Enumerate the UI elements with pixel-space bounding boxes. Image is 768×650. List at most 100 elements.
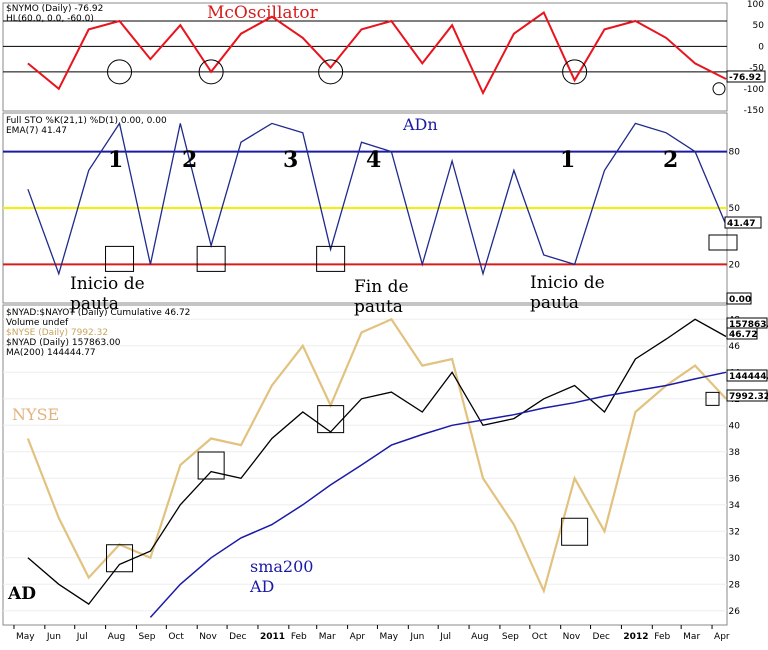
x-tick-label-10: Mar bbox=[319, 632, 336, 642]
x-tick-label-19: Dec bbox=[593, 632, 610, 642]
annotation-nyse: NYSE bbox=[12, 405, 59, 424]
annotation-sma200-ad: sma200 AD bbox=[249, 557, 313, 596]
oscillator-y-tick-4: -100 bbox=[744, 85, 765, 95]
ad-box-3 bbox=[561, 517, 589, 546]
annotation-number-2a: 2 bbox=[182, 147, 197, 173]
ad-y-tick-10: 28 bbox=[729, 580, 741, 590]
ad-y-tick-7: 34 bbox=[729, 501, 741, 511]
x-tick-label-9: Feb bbox=[291, 632, 307, 642]
x-tick-label-12: May bbox=[379, 632, 398, 642]
stochastic-box-3 bbox=[708, 234, 738, 251]
ad-series-line-1 bbox=[26, 317, 727, 595]
ad-box-4 bbox=[705, 391, 720, 406]
ad-boxed-points bbox=[106, 391, 720, 573]
stochastic-box-2 bbox=[316, 245, 346, 272]
ad-series-line-0 bbox=[27, 318, 727, 605]
x-tick-label-21: Feb bbox=[654, 632, 670, 642]
x-tick-label-0: May bbox=[16, 632, 35, 642]
x-tick-label-8: 2011 bbox=[260, 632, 285, 642]
ad-legend-3: $NYSE (Daily) 7992.32 bbox=[6, 328, 108, 338]
ad-y-tick-5: 38 bbox=[729, 448, 741, 458]
panel-ad-frame bbox=[2, 304, 728, 626]
stochastic-boxed-lows bbox=[105, 234, 738, 272]
svg-text:0.00: 0.00 bbox=[729, 295, 751, 305]
ad-top-badge: 0.00 bbox=[726, 292, 752, 305]
ad-right-label-4: 7992.32 bbox=[726, 389, 768, 402]
oscillator-circle-1 bbox=[198, 59, 224, 85]
svg-text:7992.32: 7992.32 bbox=[729, 392, 768, 402]
ad-box-2 bbox=[317, 405, 345, 434]
ad-y-tick-1: 46 bbox=[729, 342, 741, 352]
oscillator-legend-2: HL(60.0, 0.0, -60.0) bbox=[6, 14, 94, 24]
ad-right-label-3: 144444. bbox=[726, 369, 768, 382]
x-tick-label-23: Apr bbox=[714, 632, 730, 642]
oscillator-circle-2 bbox=[318, 59, 344, 85]
annotation-inicio-de-pauta-1: Inicio de pauta bbox=[70, 274, 145, 314]
panel-oscillator-frame bbox=[2, 2, 728, 112]
x-tick-label-18: Nov bbox=[563, 632, 581, 642]
stochastic-legend-1: Full STO %K(21,1) %D(1) 0.00, 0.00 bbox=[6, 116, 167, 126]
oscillator-reference-lines bbox=[3, 20, 727, 73]
ad-legend-5: MA(200) 144444.77 bbox=[6, 348, 96, 358]
annotation-number-3: 3 bbox=[283, 147, 298, 173]
svg-text:144444.: 144444. bbox=[729, 372, 768, 382]
ad-y-tick-9: 30 bbox=[729, 554, 741, 564]
ad-legend-4: $NYAD (Daily) 157863.00 bbox=[6, 338, 121, 348]
ad-y-tick-11: 26 bbox=[729, 607, 741, 617]
ad-legend-1: $NYAD:$NAYOT (Daily) Cumulative 46.72 bbox=[6, 308, 190, 318]
x-tick-label-4: Sep bbox=[138, 632, 155, 642]
oscillator-circled-lows bbox=[107, 59, 726, 96]
stochastic-series-line-0 bbox=[27, 121, 727, 277]
ad-box-0 bbox=[106, 544, 134, 573]
oscillator-y-tick-2: 0 bbox=[758, 42, 764, 52]
oscillator-circle-3 bbox=[562, 59, 588, 85]
annotation-number-1b: 1 bbox=[560, 147, 575, 173]
annotation-ad: AD bbox=[7, 584, 36, 604]
x-tick-label-16: Sep bbox=[502, 632, 519, 642]
x-axis-ticks: May Jun Jul Aug Sep Oct Nov Dec 2011 Feb Mar Apr May… bbox=[13, 625, 730, 642]
svg-text:41.47: 41.47 bbox=[727, 219, 755, 229]
stochastic-y-ticks: 80 50 20 bbox=[729, 148, 741, 271]
annotation-inicio-de-pauta-2: Inicio de pauta bbox=[530, 273, 605, 313]
x-tick-label-7: Dec bbox=[229, 632, 246, 642]
ad-y-tick-4: 40 bbox=[729, 421, 741, 431]
oscillator-y-tick-3: -50 bbox=[749, 64, 764, 74]
oscillator-title-annotation: McOscillator bbox=[207, 3, 319, 23]
x-tick-label-17: Oct bbox=[532, 632, 548, 642]
x-tick-label-1: Jun bbox=[46, 632, 61, 642]
annotation-number-2b: 2 bbox=[663, 147, 678, 173]
svg-text:-76.92: -76.92 bbox=[729, 73, 761, 83]
x-tick-label-22: Mar bbox=[683, 632, 700, 642]
x-tick-label-5: Oct bbox=[168, 632, 184, 642]
oscillator-y-tick-0: 100 bbox=[747, 0, 764, 10]
x-tick-label-11: Apr bbox=[350, 632, 366, 642]
ad-right-label-2: 46.72 bbox=[726, 327, 758, 340]
ad-grid bbox=[3, 318, 727, 612]
ad-y-tick-8: 32 bbox=[729, 527, 740, 537]
oscillator-last-value-badge: -76.92 bbox=[726, 70, 766, 83]
stochastic-y-tick-1: 50 bbox=[729, 204, 741, 214]
oscillator-y-tick-5: -150 bbox=[744, 106, 765, 116]
annotation-number-4: 4 bbox=[366, 147, 381, 173]
stochastic-legend-2: EMA(7) 41.47 bbox=[6, 126, 67, 136]
annotation-number-1a: 1 bbox=[108, 147, 123, 173]
ad-series bbox=[26, 317, 727, 618]
stochastic-last-value-badge: 41.47 bbox=[724, 216, 762, 229]
oscillator-y-tick-1: 50 bbox=[753, 21, 765, 31]
stochastic-box-1 bbox=[196, 245, 226, 272]
x-tick-label-3: Aug bbox=[108, 632, 126, 642]
svg-text:46.72: 46.72 bbox=[729, 330, 757, 340]
oscillator-circle-4 bbox=[712, 82, 726, 96]
stochastic-y-tick-2: 20 bbox=[729, 260, 741, 270]
annotation-fin-de-pauta: Fin de pauta bbox=[354, 277, 409, 317]
oscillator-series bbox=[27, 10, 727, 96]
x-tick-label-6: Nov bbox=[199, 632, 217, 642]
x-tick-label-14: Jul bbox=[439, 632, 451, 642]
oscillator-y-ticks: 100 50 0 -50 -100 -150 bbox=[744, 0, 765, 116]
ad-series-line-2 bbox=[149, 371, 727, 618]
oscillator-circle-0 bbox=[107, 59, 133, 85]
oscillator-legend-1: $NYMO (Daily) -76.92 bbox=[6, 4, 103, 14]
oscillator-series-line-0 bbox=[27, 10, 727, 96]
svg-text:157863.: 157863. bbox=[729, 320, 768, 330]
